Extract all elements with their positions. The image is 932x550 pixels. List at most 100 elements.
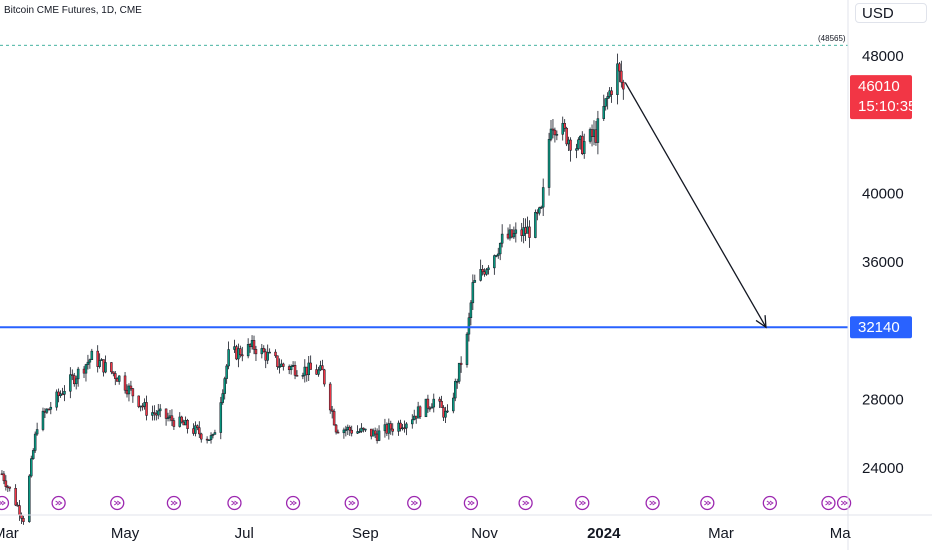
candle-body	[369, 428, 373, 437]
candle-body	[348, 426, 352, 431]
candle-body	[260, 348, 264, 355]
candle-body	[332, 411, 336, 426]
candle-body	[469, 302, 473, 318]
candle-body	[305, 366, 309, 376]
candle-body	[250, 340, 254, 348]
candle-body	[102, 359, 105, 373]
candle-body	[588, 129, 592, 142]
candle-body	[182, 421, 185, 426]
candle-body	[454, 381, 457, 399]
candle-body	[446, 410, 449, 413]
candle-body	[43, 410, 47, 413]
candle-body	[594, 129, 598, 143]
candle-body	[241, 354, 244, 357]
candle-body	[143, 402, 146, 407]
candle-body	[295, 375, 299, 377]
candle-body	[184, 420, 187, 426]
candle-body	[522, 227, 525, 236]
event-marker-glyph	[410, 500, 419, 506]
candle-body	[444, 410, 447, 418]
candle-body	[55, 391, 58, 408]
candle-body	[401, 427, 404, 430]
candle-body	[110, 362, 113, 373]
last-price-tag	[850, 75, 912, 120]
candle-body	[512, 233, 516, 238]
currency-selector[interactable]: USD	[855, 3, 927, 23]
candle-body	[123, 375, 127, 391]
candle-body	[69, 374, 72, 392]
candle-body	[412, 415, 416, 420]
candle-body	[266, 352, 269, 361]
candle-body	[33, 433, 37, 451]
candle-body	[84, 364, 88, 374]
candle-body	[16, 504, 19, 507]
candle-body	[592, 129, 596, 137]
candle-body	[383, 424, 387, 432]
x-tick-label: Jul	[235, 525, 254, 542]
event-marker-glyph	[649, 500, 657, 506]
event-marker-glyph	[113, 500, 122, 506]
y-tick-label: 24000	[862, 460, 904, 477]
candle-body	[416, 406, 420, 419]
candle-body	[137, 395, 140, 407]
candle-body	[418, 406, 422, 418]
candle-body	[362, 427, 365, 430]
candle-body	[227, 349, 230, 367]
candle-body	[4, 480, 8, 487]
candle-body	[602, 106, 606, 119]
candle-body	[399, 422, 402, 429]
event-marker-glyph	[766, 500, 774, 506]
candle-body	[317, 369, 320, 375]
candle-body	[596, 118, 600, 143]
candle-body	[547, 139, 551, 188]
candle-body	[192, 428, 195, 434]
chart-overlays: (48565)	[0, 34, 848, 329]
candle-body	[166, 417, 170, 419]
candle-body	[207, 439, 211, 441]
candle-body	[237, 348, 240, 360]
candle-body	[153, 412, 156, 415]
projection-arrowhead	[755, 315, 767, 329]
candle-body	[30, 458, 33, 477]
candle-body	[198, 427, 201, 435]
candle-body	[157, 410, 160, 416]
event-marker-glyph	[55, 500, 63, 506]
candle-body	[35, 429, 39, 435]
candle-body	[610, 90, 613, 95]
candle-body	[561, 123, 564, 135]
candle-body	[411, 419, 414, 425]
candle-body	[616, 63, 619, 95]
candle-body	[500, 233, 504, 244]
y-tick-label: 36000	[862, 254, 904, 271]
candle-body	[328, 383, 332, 411]
candle-body	[334, 424, 338, 433]
candle-body	[555, 134, 559, 136]
candle-body	[506, 233, 510, 239]
candle-body	[0, 473, 4, 476]
candle-body	[200, 433, 203, 440]
candle-body	[553, 129, 557, 136]
candle-body	[520, 229, 523, 236]
candle-body	[14, 488, 17, 506]
candle-body	[268, 351, 271, 354]
candle-body	[196, 425, 199, 428]
event-marker-glyph	[289, 500, 297, 506]
event-marker-glyph	[231, 500, 239, 506]
candle-body	[403, 427, 406, 430]
candle-body	[307, 362, 310, 376]
candle-body	[528, 226, 531, 238]
candle-body	[336, 431, 340, 434]
candle-body	[235, 346, 238, 360]
candle-body	[321, 365, 324, 371]
candle-body	[565, 127, 568, 145]
candle-body	[168, 415, 172, 418]
candle-body	[239, 348, 242, 356]
candle-body	[151, 412, 154, 416]
candle-body	[301, 375, 305, 377]
candle-body	[74, 378, 78, 385]
candle-body	[115, 378, 119, 382]
candle-body	[8, 486, 12, 489]
candle-body	[496, 253, 500, 256]
candle-body	[96, 350, 99, 367]
